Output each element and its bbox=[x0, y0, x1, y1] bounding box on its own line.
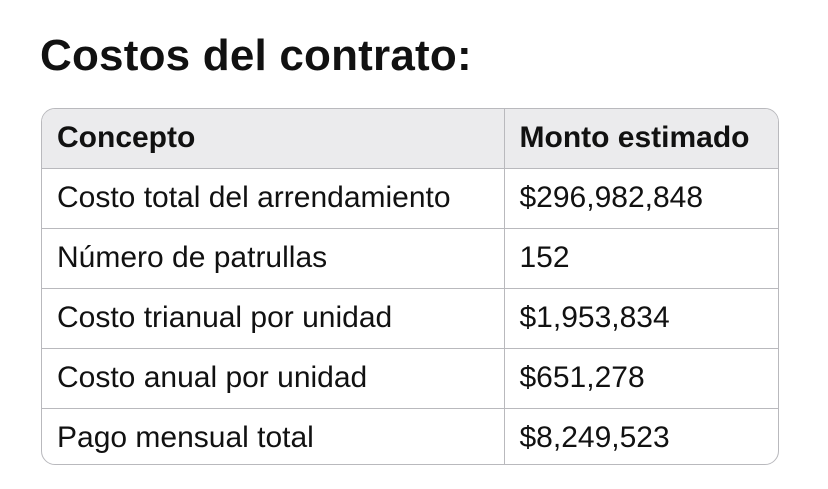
page-title: Costos del contrato: bbox=[40, 31, 472, 80]
table-row: Número de patrullas 152 bbox=[42, 228, 778, 289]
table-row: Costo anual por unidad $651,278 bbox=[42, 348, 778, 409]
table-body: Costo total del arrendamiento $296,982,8… bbox=[42, 168, 778, 464]
table-row: Costo total del arrendamiento $296,982,8… bbox=[42, 168, 778, 229]
table-row: Pago mensual total $8,249,523 bbox=[42, 408, 778, 464]
table-header: Concepto Monto estimado bbox=[42, 109, 778, 169]
cost-table-grid: Concepto Monto estimado Costo total del … bbox=[42, 109, 778, 464]
concept-cell: Costo anual por unidad bbox=[42, 348, 505, 409]
column-header-concepto: Concepto bbox=[42, 109, 505, 169]
cost-table: Concepto Monto estimado Costo total del … bbox=[41, 108, 779, 465]
amount-cell: $8,249,523 bbox=[519, 421, 670, 455]
concept-cell: Número de patrullas bbox=[42, 228, 505, 289]
table-row: Costo trianual por unidad $1,953,834 bbox=[42, 288, 778, 349]
table-header-row: Concepto Monto estimado bbox=[42, 109, 778, 169]
amount-cell: $296,982,848 bbox=[504, 168, 778, 229]
amount-cell: 152 bbox=[504, 228, 778, 289]
concept-cell: Costo total del arrendamiento bbox=[42, 168, 505, 229]
concept-cell: Pago mensual total bbox=[42, 408, 505, 464]
amount-cell: $1,953,834 bbox=[504, 288, 778, 349]
column-header-monto-estimado: Monto estimado bbox=[504, 109, 778, 169]
amount-cell: $651,278 bbox=[504, 348, 778, 409]
concept-cell: Costo trianual por unidad bbox=[42, 288, 505, 349]
